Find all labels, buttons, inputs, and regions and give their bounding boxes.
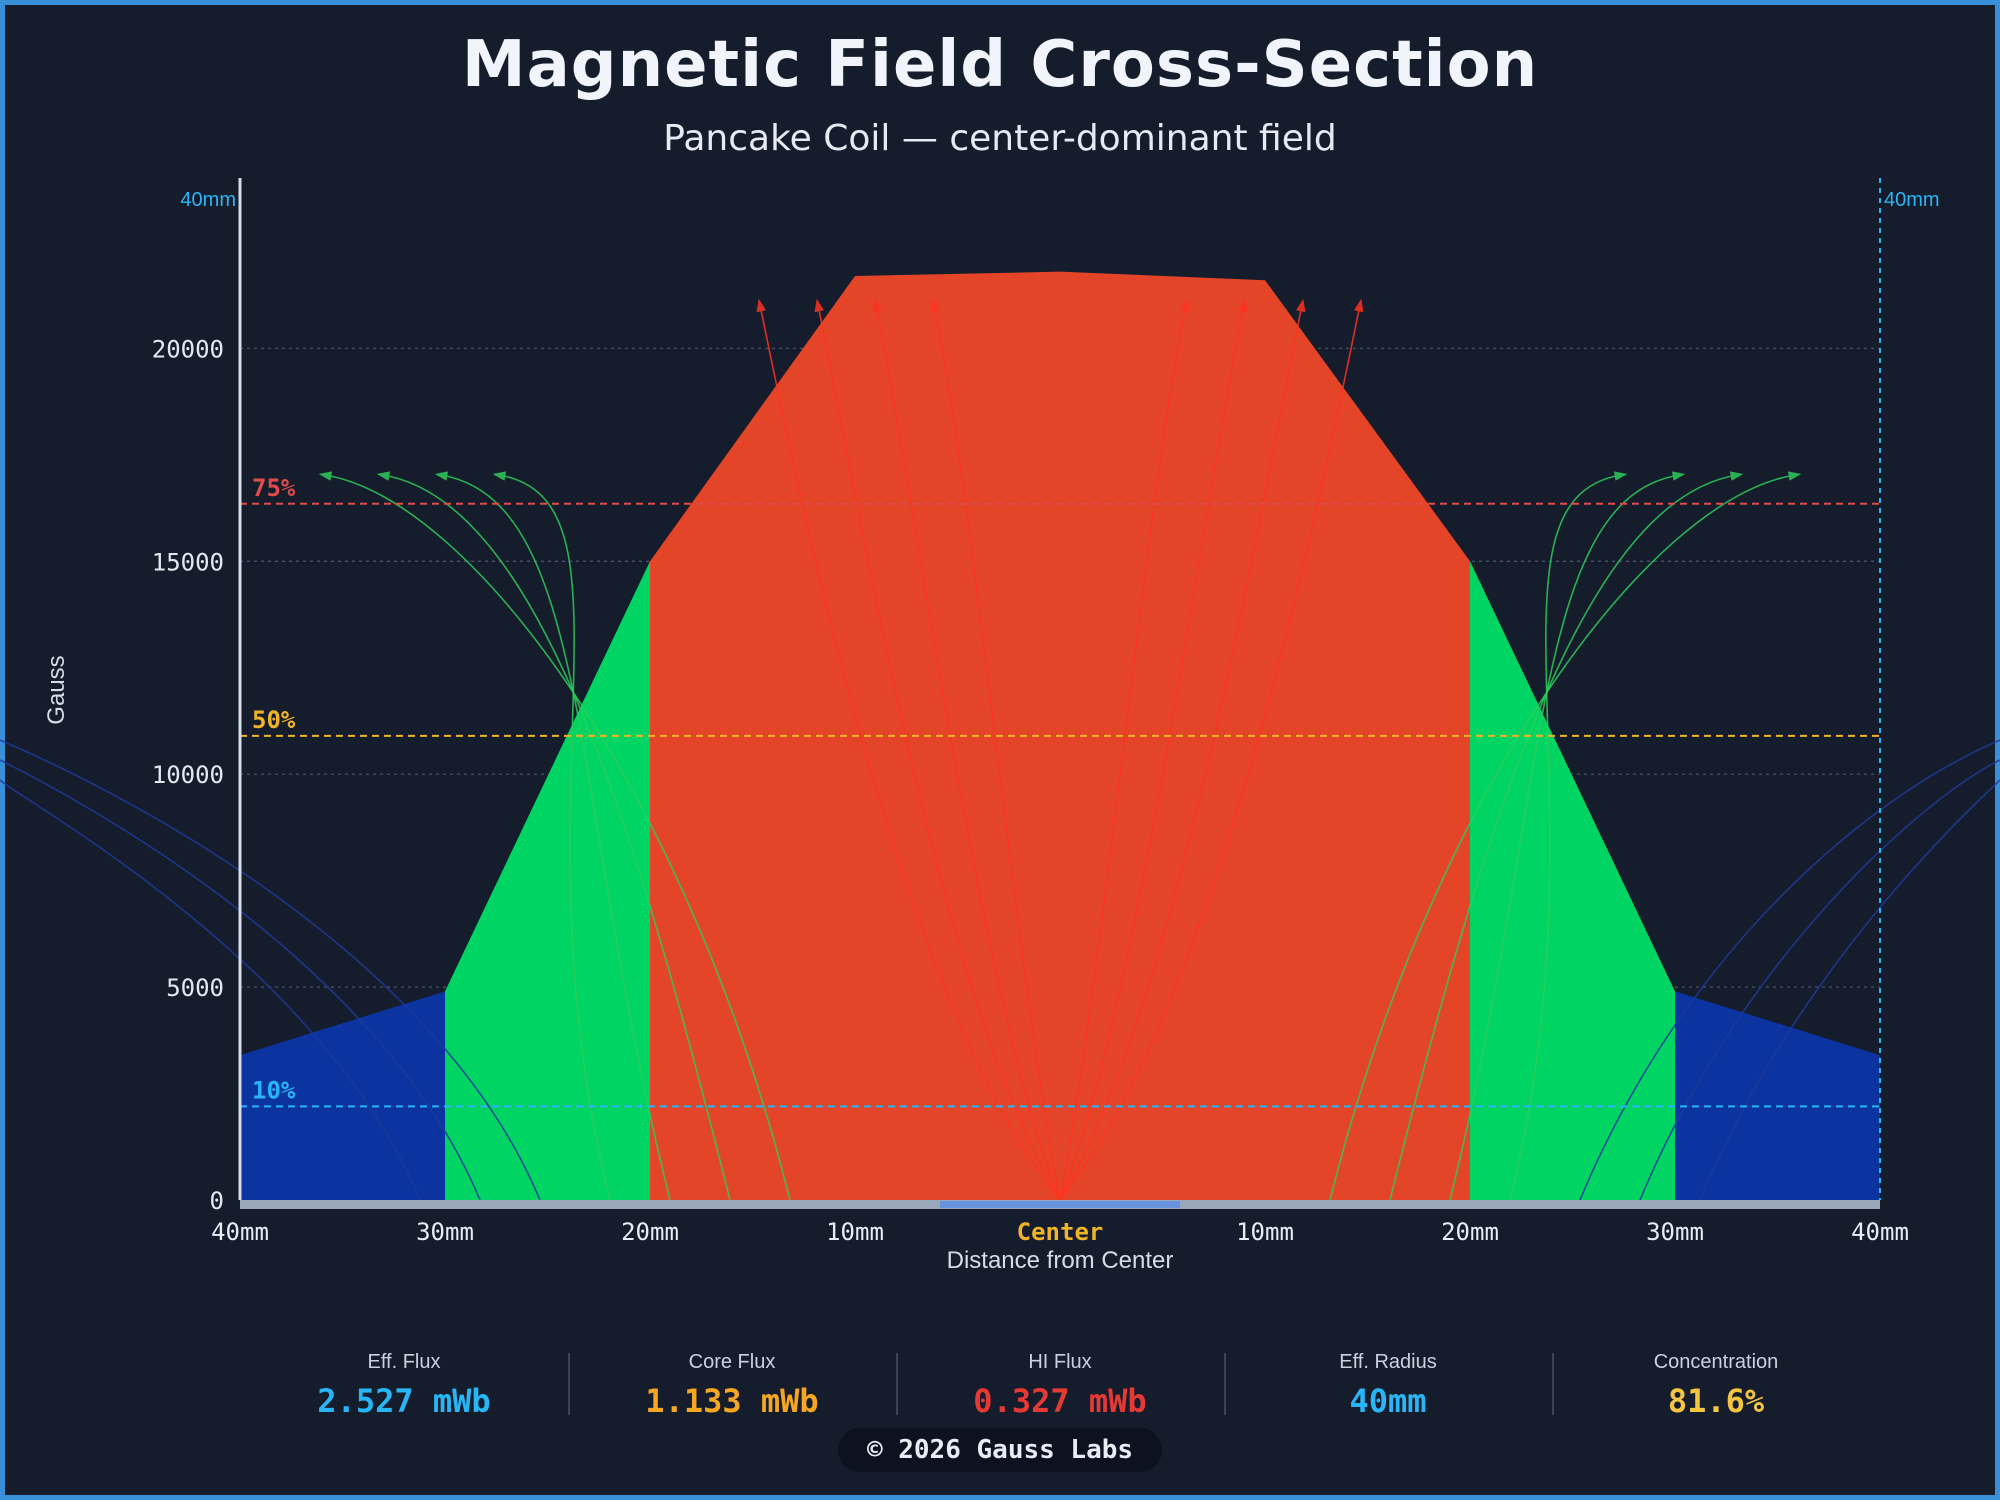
field-line-blue bbox=[0, 779, 421, 1200]
x-axis-center-glow bbox=[940, 1201, 1180, 1208]
field-line-green bbox=[1449, 471, 1686, 1200]
stat-eff-flux: Eff. Flux 2.527 mWb bbox=[240, 1345, 568, 1420]
x-tick-label: Center bbox=[1017, 1218, 1104, 1246]
field-lines bbox=[0, 298, 2000, 1200]
stat-label: Eff. Radius bbox=[1339, 1351, 1437, 1373]
x-axis-title: Distance from Center bbox=[947, 1247, 1174, 1274]
threshold-label: 10% bbox=[252, 1076, 296, 1104]
y-axis-title: Gauss bbox=[43, 655, 70, 724]
field-line-blue bbox=[0, 759, 481, 1200]
stat-value: 1.133 mWb bbox=[645, 1382, 819, 1420]
field-zone bbox=[1675, 991, 1880, 1200]
field-line-red bbox=[872, 298, 1061, 1200]
x-tick-label: 40mm bbox=[1851, 1218, 1909, 1246]
field-line-blue bbox=[1639, 759, 2000, 1200]
field-line-red bbox=[756, 298, 1061, 1200]
y-tick-label: 10000 bbox=[152, 761, 224, 789]
x-tick-label: 20mm bbox=[621, 1218, 679, 1246]
stat-label: HI Flux bbox=[1028, 1351, 1092, 1373]
field-line-blue bbox=[1699, 779, 2000, 1200]
radius-marker-label: 40mm bbox=[180, 189, 236, 211]
field-line-green bbox=[1389, 471, 1744, 1200]
threshold-label: 75% bbox=[252, 474, 296, 502]
field-line-green bbox=[492, 471, 611, 1200]
field-line-green bbox=[318, 471, 791, 1200]
x-tick-label: 10mm bbox=[1236, 1218, 1294, 1246]
stat-value: 0.327 mWb bbox=[973, 1382, 1147, 1420]
stat-value: 81.6% bbox=[1667, 1382, 1765, 1420]
x-tick-label: 30mm bbox=[1646, 1218, 1704, 1246]
field-line-green bbox=[434, 471, 671, 1200]
stat-concentration: Concentration 81.6% bbox=[1552, 1345, 1880, 1420]
field-line-green bbox=[1329, 471, 1802, 1200]
stat-value: 2.527 mWb bbox=[317, 1382, 491, 1420]
stat-value: 40mm bbox=[1349, 1382, 1427, 1420]
stat-label: Concentration bbox=[1653, 1351, 1779, 1373]
chart-subtitle: Pancake Coil — center-dominant field bbox=[663, 118, 1337, 159]
field-line-red bbox=[1059, 298, 1248, 1200]
x-tick-label: 20mm bbox=[1441, 1218, 1499, 1246]
field-zone bbox=[1470, 561, 1675, 1200]
stat-core-flux: Core Flux 1.133 mWb bbox=[568, 1345, 896, 1420]
field-line-green bbox=[1509, 471, 1628, 1200]
threshold-label: 50% bbox=[252, 706, 296, 734]
field-line-green bbox=[376, 471, 731, 1200]
field-line-blue bbox=[1579, 739, 2000, 1200]
field-line-blue bbox=[0, 739, 541, 1200]
x-tick-label: 30mm bbox=[416, 1218, 474, 1246]
y-tick-label: 15000 bbox=[152, 548, 224, 576]
footer-copyright: © 2026 Gauss Labs bbox=[838, 1428, 1162, 1472]
x-tick-label: 10mm bbox=[826, 1218, 884, 1246]
field-line-red bbox=[814, 298, 1061, 1200]
stat-hi-flux: HI Flux 0.327 mWb bbox=[896, 1345, 1224, 1420]
field-line-red bbox=[1059, 298, 1306, 1200]
stat-label: Eff. Flux bbox=[367, 1351, 441, 1373]
stat-eff-radius: Eff. Radius 40mm bbox=[1224, 1345, 1552, 1420]
field-zone bbox=[445, 561, 650, 1200]
stat-divider bbox=[568, 1353, 570, 1415]
stats-bar: Eff. Flux 2.527 mWb Core Flux 1.133 mWb … bbox=[240, 1345, 1880, 1425]
y-tick-label: 20000 bbox=[152, 335, 224, 363]
radius-marker-label: 40mm bbox=[1884, 189, 1940, 211]
x-tick-label: 40mm bbox=[211, 1218, 269, 1246]
y-tick-label: 0 bbox=[210, 1187, 224, 1215]
y-tick-label: 5000 bbox=[166, 974, 224, 1002]
stat-divider bbox=[1552, 1353, 1554, 1415]
field-line-red bbox=[1059, 298, 1364, 1200]
field-line-red bbox=[1059, 298, 1190, 1200]
stat-divider bbox=[896, 1353, 898, 1415]
stat-label: Core Flux bbox=[688, 1351, 776, 1373]
field-line-red bbox=[930, 298, 1061, 1200]
chart-title: Magnetic Field Cross-Section bbox=[461, 28, 1539, 102]
stat-divider bbox=[1224, 1353, 1226, 1415]
